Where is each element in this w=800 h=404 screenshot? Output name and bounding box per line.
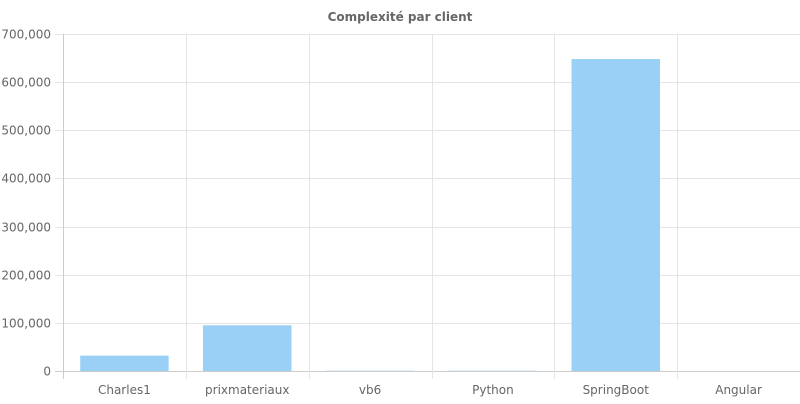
y-tick-label: 600,000: [1, 76, 51, 90]
y-tick-label: 400,000: [1, 172, 51, 186]
y-axis-ticks: 0 100,000 200,000 300,000 400,000 500,000 600,…: [1, 28, 51, 379]
x-tick-label: Python: [472, 383, 514, 397]
bar-layer: [80, 59, 660, 371]
y-tick-label: 200,000: [1, 269, 51, 283]
y-tick-label: 100,000: [1, 317, 51, 331]
x-tick-label: Charles1: [98, 383, 151, 397]
y-tick-label: 300,000: [1, 221, 51, 235]
grid-layer: [55, 34, 800, 379]
x-tick-label: SpringBoot: [583, 383, 650, 397]
x-tick-label: prixmateriaux: [205, 383, 289, 397]
bar-prixmateriaux[interactable]: [203, 325, 291, 371]
x-tick-label: Angular: [715, 383, 762, 397]
y-tick-label: 0: [43, 365, 51, 379]
bar-charles1[interactable]: [80, 356, 168, 371]
bar-springboot[interactable]: [572, 59, 660, 371]
chart-title: Complexité par client: [328, 10, 473, 24]
y-tick-label: 500,000: [1, 124, 51, 138]
x-axis-ticks: Charles1 prixmateriaux vb6 Python SpringBoot…: [98, 383, 762, 397]
x-tick-label: vb6: [359, 383, 381, 397]
y-tick-label: 700,000: [1, 28, 51, 42]
